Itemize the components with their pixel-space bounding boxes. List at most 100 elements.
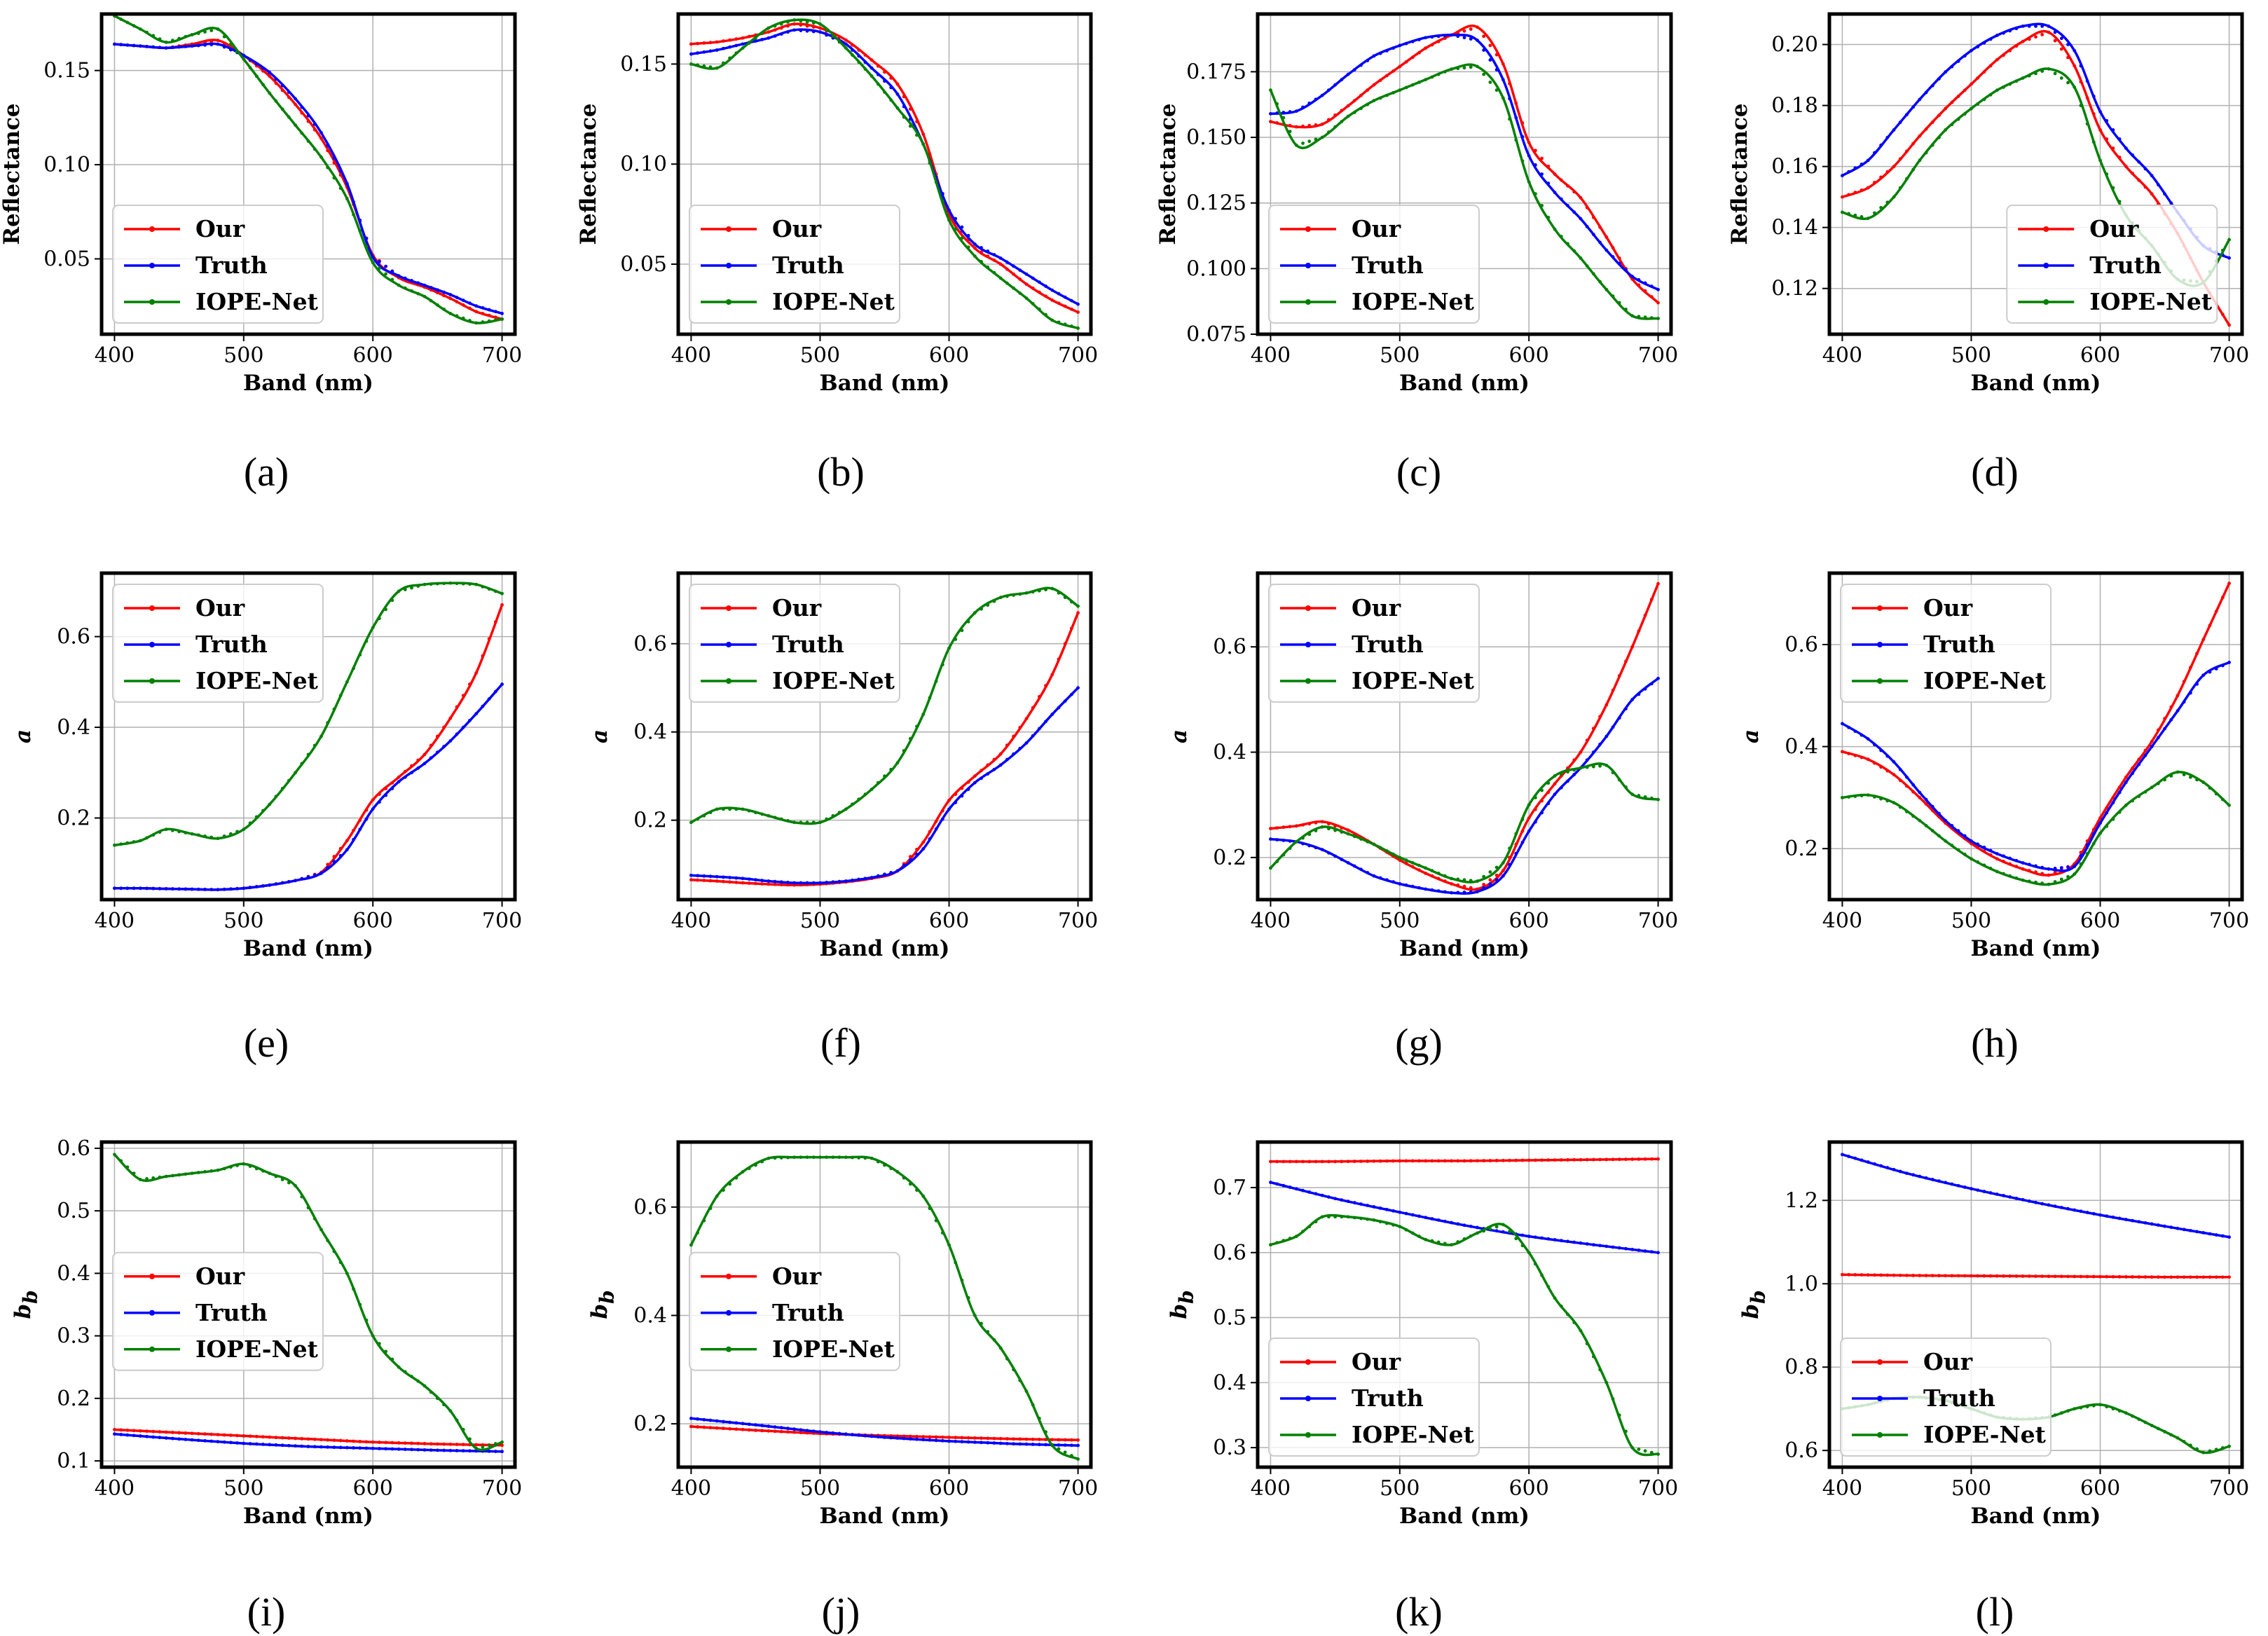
series-marker <box>448 739 453 743</box>
series-marker <box>410 586 413 590</box>
series-marker <box>947 1243 951 1247</box>
series-marker <box>1372 1159 1376 1163</box>
series-marker <box>468 301 472 305</box>
series-marker <box>2111 817 2115 821</box>
series-marker <box>1976 76 1980 80</box>
series-marker <box>2124 146 2128 150</box>
panel-caption: (h) <box>1971 1020 2019 1066</box>
series-marker <box>1462 29 1466 33</box>
series-marker <box>384 272 388 276</box>
series-marker <box>358 653 362 657</box>
legend-box <box>1840 1338 2051 1457</box>
series-marker <box>1288 839 1292 843</box>
series-marker <box>403 1441 407 1445</box>
legend-swatch-marker <box>726 1273 731 1279</box>
series-marker <box>702 41 706 45</box>
y-tick-label: 0.18 <box>1771 94 1818 118</box>
series-marker <box>915 120 919 123</box>
series-marker <box>280 88 284 92</box>
series-marker <box>442 307 446 311</box>
legend-swatch-marker <box>149 1310 155 1316</box>
y-tick-label: 0.3 <box>57 1324 90 1349</box>
series-marker <box>831 1431 835 1435</box>
series-marker <box>1005 594 1009 598</box>
series-marker <box>1352 1216 1356 1220</box>
series-marker <box>1604 1157 1609 1162</box>
series-marker <box>326 165 330 170</box>
series-marker <box>2182 1228 2186 1232</box>
series-marker <box>306 752 310 757</box>
legend-swatch-marker <box>149 299 155 305</box>
series-marker <box>1637 1249 1641 1252</box>
series-marker <box>1024 282 1029 286</box>
series-marker <box>1340 830 1344 834</box>
series-marker <box>1540 156 1544 160</box>
series-marker <box>248 66 252 70</box>
series-marker <box>1391 852 1395 856</box>
series-marker <box>811 820 816 825</box>
series-marker <box>312 128 317 132</box>
series-marker <box>306 875 310 879</box>
series-marker <box>986 265 990 269</box>
series-marker <box>1372 54 1376 58</box>
series-marker <box>1656 676 1660 680</box>
series-marker <box>715 879 719 883</box>
series-marker <box>876 874 880 878</box>
series-marker <box>422 582 427 586</box>
series-marker <box>190 33 194 36</box>
panel-caption: (a) <box>244 449 289 495</box>
series-marker <box>493 318 497 322</box>
series-marker <box>1924 802 1928 806</box>
series-marker <box>2073 1208 2077 1212</box>
series-marker <box>1988 64 1993 68</box>
series-marker <box>1520 159 1525 163</box>
panel-caption: (l) <box>1976 1589 2014 1635</box>
series-marker <box>1637 1448 1641 1451</box>
x-axis-label: Band (nm) <box>243 371 373 396</box>
series-marker <box>397 283 401 287</box>
series-marker <box>2085 122 2089 126</box>
series-marker <box>1553 191 1557 195</box>
x-tick-label: 600 <box>929 909 969 933</box>
series-marker <box>792 28 797 32</box>
series-marker <box>2034 1200 2037 1204</box>
series-marker <box>1372 1205 1376 1209</box>
series-marker <box>960 225 964 229</box>
series-marker <box>837 35 841 39</box>
series-marker <box>1501 1223 1505 1227</box>
series-marker <box>228 1165 233 1169</box>
series-marker <box>1520 121 1525 125</box>
series-marker <box>1566 204 1569 207</box>
series-marker <box>2131 767 2134 770</box>
series-marker <box>883 90 886 94</box>
series-marker <box>992 258 996 262</box>
series-marker <box>992 1441 996 1445</box>
series-marker <box>2111 1407 2115 1411</box>
series-marker <box>1005 757 1009 762</box>
series-marker <box>1359 1216 1363 1221</box>
series-marker <box>928 1435 932 1439</box>
series-marker <box>1540 811 1544 815</box>
legend-swatch-marker <box>1305 299 1311 305</box>
series-marker <box>1624 785 1628 789</box>
series-marker <box>216 27 220 31</box>
series-marker <box>294 771 297 775</box>
series-marker <box>1944 128 1948 132</box>
series-marker <box>1018 592 1022 596</box>
series-marker <box>2002 872 2005 876</box>
series-marker <box>966 1436 970 1440</box>
series-marker <box>786 881 790 884</box>
series-marker <box>1410 83 1415 87</box>
series-marker <box>786 883 790 887</box>
series-marker <box>487 319 491 323</box>
x-axis-label: Band (nm) <box>1399 936 1530 961</box>
series-marker <box>448 1409 453 1413</box>
series-marker <box>2208 1275 2212 1279</box>
series-marker <box>1630 1157 1635 1161</box>
legend-swatch-marker <box>726 1310 731 1316</box>
series-marker <box>1520 135 1525 139</box>
series-marker <box>1488 882 1492 886</box>
